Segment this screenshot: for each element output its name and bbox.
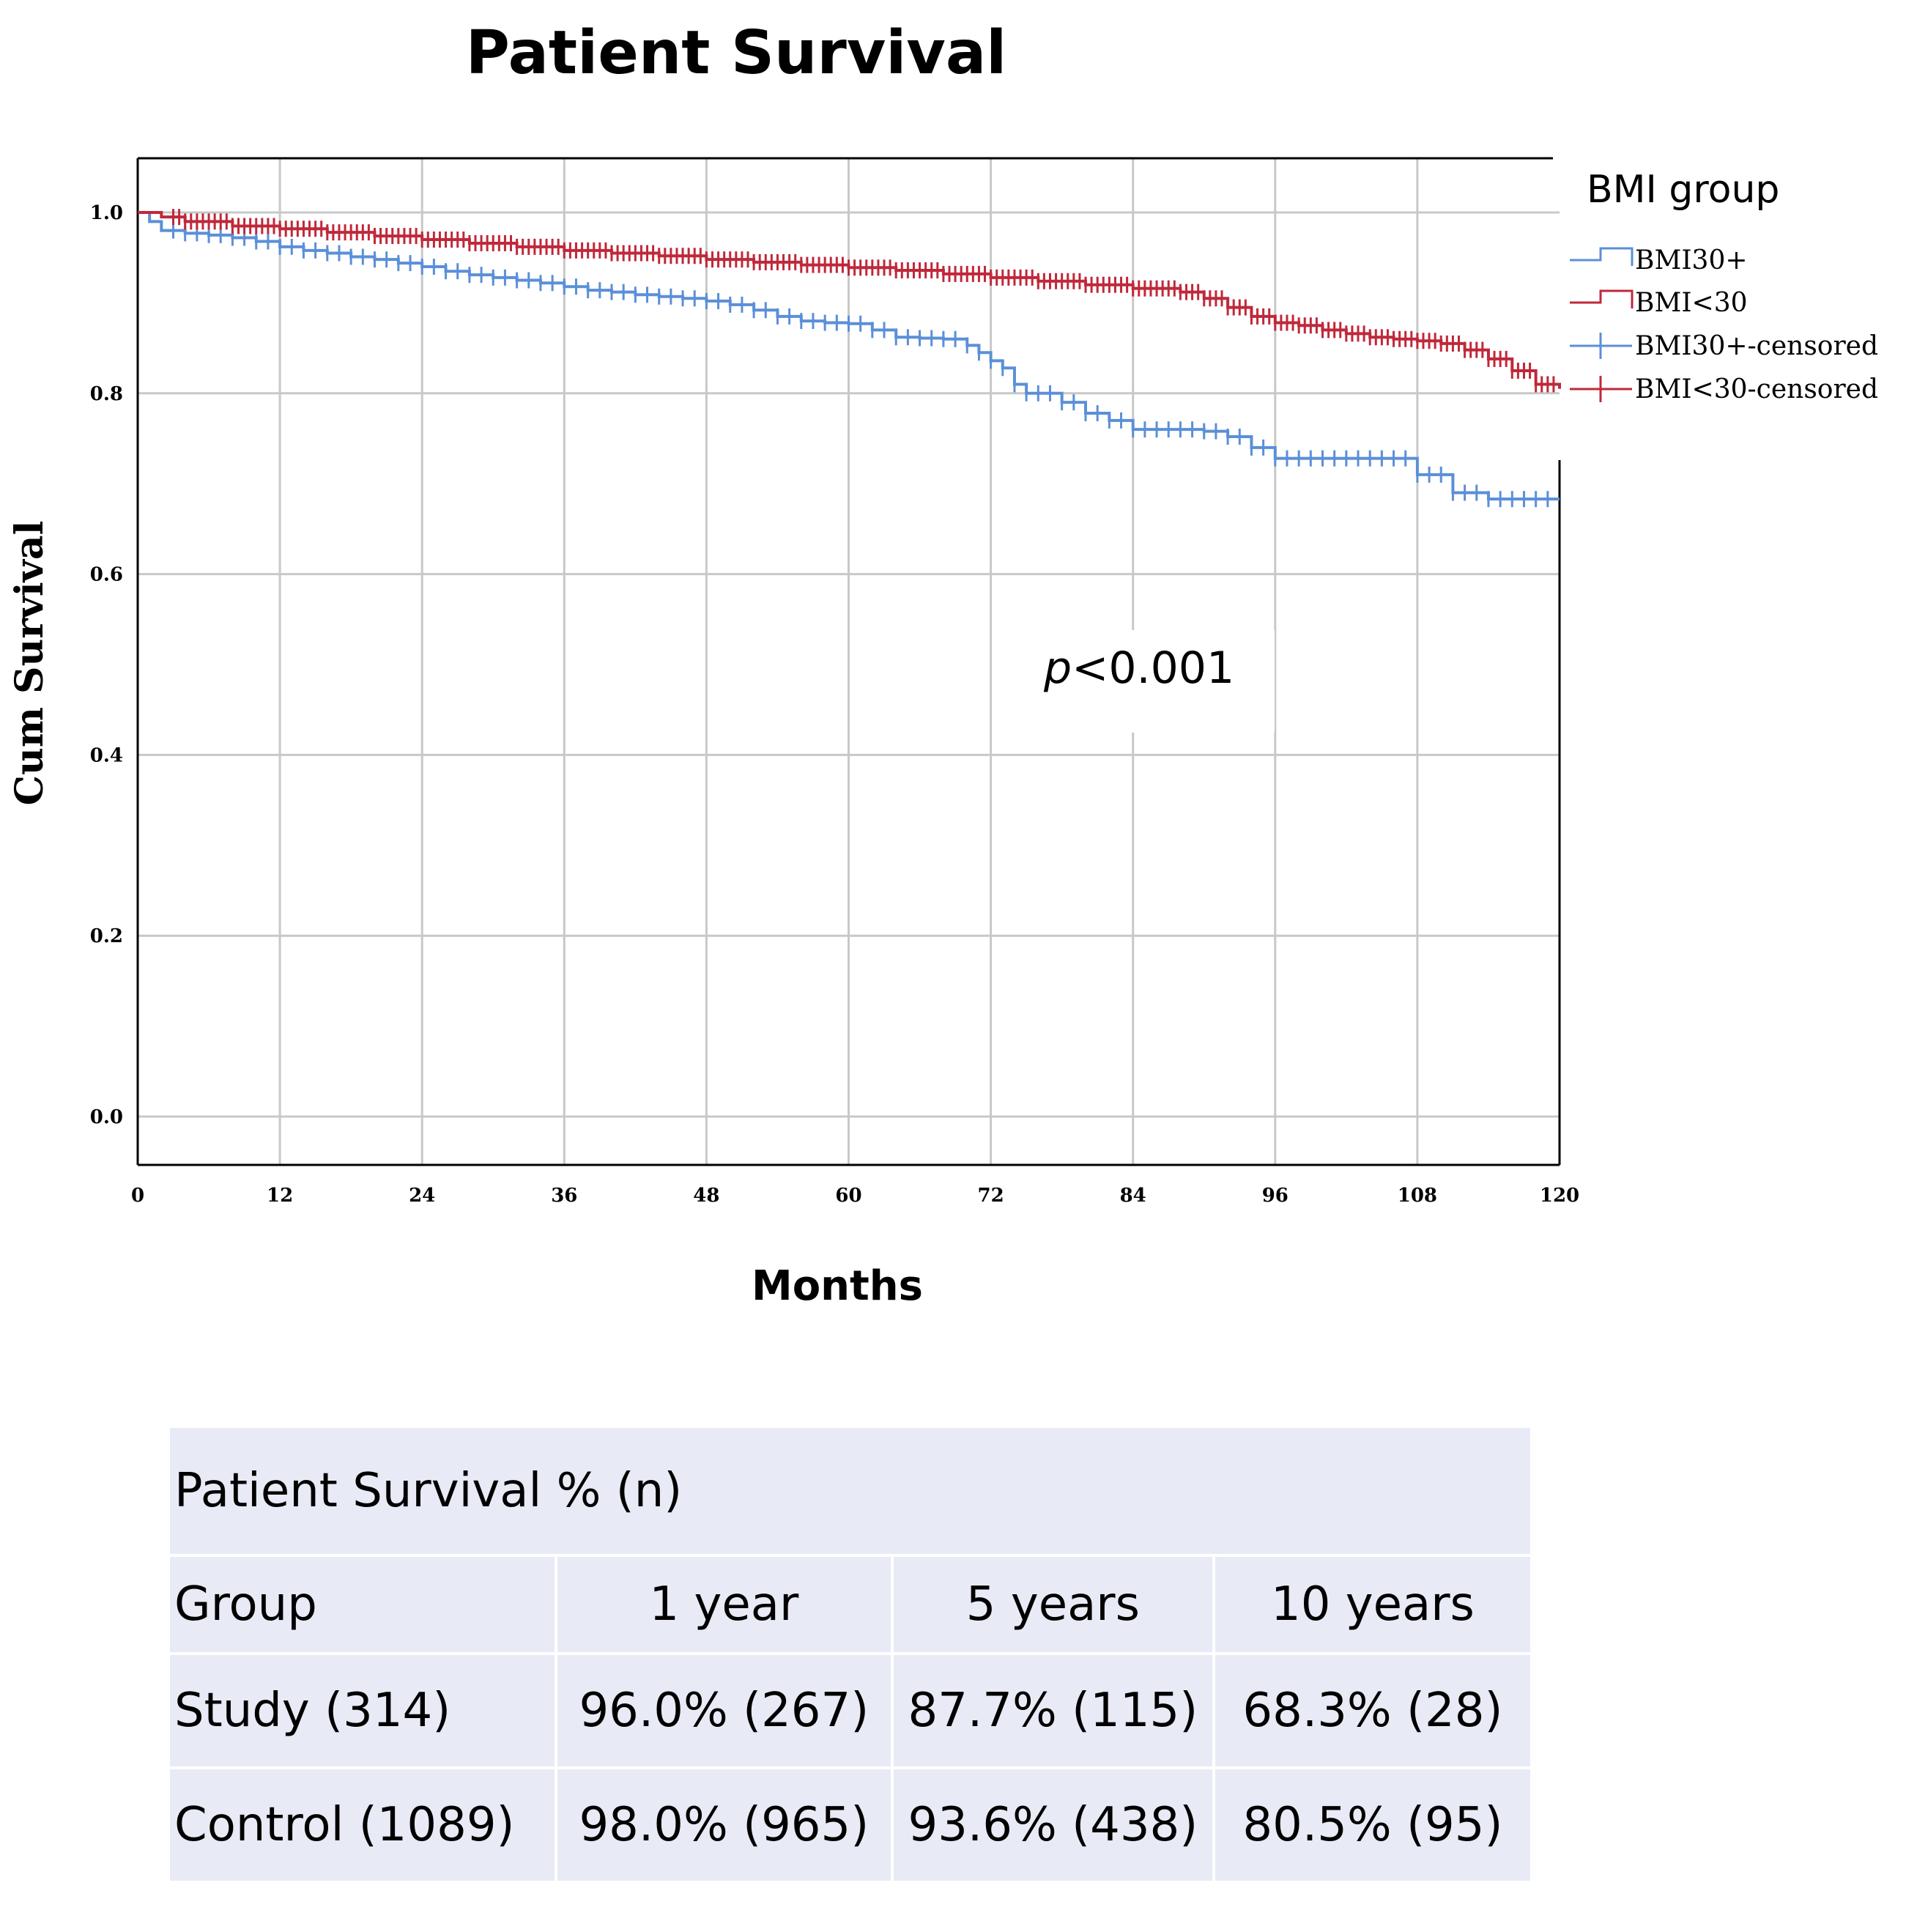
cell-10-years: 80.5% (95)	[1212, 1766, 1534, 1884]
legend-backdrop	[1564, 150, 1917, 458]
survival-table: Patient Survival % (n) Group 1 year 5 ye…	[167, 1425, 1534, 1884]
legend-label: BMI<30	[1635, 288, 1748, 318]
series-layer	[138, 209, 1561, 508]
x-tick-label: 108	[1398, 1185, 1437, 1207]
x-axis-label: Months	[752, 1262, 923, 1310]
y-tick-label: 0.6	[90, 564, 123, 586]
x-tick-label: 96	[1262, 1185, 1288, 1207]
cell-5-years: 93.6% (438)	[890, 1766, 1215, 1884]
legend: BMI group BMI30+ BMI<30 BMI30+-censored BMI…	[1564, 150, 1917, 458]
x-tick-label: 36	[551, 1185, 577, 1207]
x-tick-label: 24	[409, 1185, 435, 1207]
header-10-years: 10 years	[1212, 1554, 1534, 1655]
x-tick-label: 72	[978, 1185, 1004, 1207]
legend-label: BMI<30-censored	[1635, 374, 1878, 404]
x-tick-label: 12	[267, 1185, 293, 1207]
p-value: <0.001	[1072, 643, 1234, 694]
y-tick-label: 1.0	[90, 202, 123, 224]
x-tick-label: 60	[835, 1185, 861, 1207]
p-value-annotation: p<0.001	[1043, 643, 1234, 694]
table-row: Study (314) 96.0% (267) 87.7% (115) 68.3…	[167, 1652, 1534, 1769]
page-title: Patient Survival	[465, 18, 1007, 88]
y-tick-label: 0.4	[90, 744, 123, 766]
legend-step-icon	[1570, 247, 1634, 266]
survival-chart: 0 12 24 36 48 60 72 84 96 108 120 0.0 0.2 0.4 0.6 0.8 1.…	[7, 150, 1917, 1310]
legend-step-icon	[1570, 289, 1634, 308]
grid	[138, 158, 1560, 1165]
y-axis-label: Cum Survival	[7, 521, 52, 806]
header-5-years: 5 years	[890, 1554, 1215, 1655]
row-group: Study (314)	[167, 1652, 557, 1769]
header-group: Group	[167, 1554, 557, 1655]
legend-label: BMI30+-censored	[1635, 331, 1878, 361]
header-1-year: 1 year	[554, 1554, 894, 1655]
p-symbol: p	[1043, 643, 1072, 694]
annotation-backdrop	[1033, 630, 1275, 733]
legend-label: BMI30+	[1635, 245, 1748, 275]
x-tick-label: 0	[131, 1185, 144, 1207]
x-tick-label: 84	[1120, 1185, 1146, 1207]
cell-10-years: 68.3% (28)	[1212, 1652, 1534, 1769]
x-tick-label: 48	[693, 1185, 719, 1207]
cell-5-years: 87.7% (115)	[890, 1652, 1215, 1769]
legend-title: BMI group	[1587, 168, 1779, 212]
axis-ticks: 0 12 24 36 48 60 72 84 96 108 120 0.0 0.2 0.4 0.6 0.8 1.…	[90, 202, 1579, 1207]
table-row: Control (1089) 98.0% (965) 93.6% (438) 8…	[167, 1766, 1534, 1884]
y-tick-label: 0.8	[90, 383, 123, 405]
plot-frame	[136, 157, 1561, 1166]
x-tick-label: 120	[1540, 1185, 1579, 1207]
y-tick-label: 0.2	[90, 925, 123, 947]
row-group: Control (1089)	[167, 1766, 557, 1884]
y-tick-label: 0.0	[90, 1106, 123, 1128]
cell-1-year: 98.0% (965)	[554, 1766, 894, 1884]
cell-1-year: 96.0% (267)	[554, 1652, 894, 1769]
table-caption: Patient Survival % (n)	[167, 1425, 1533, 1557]
